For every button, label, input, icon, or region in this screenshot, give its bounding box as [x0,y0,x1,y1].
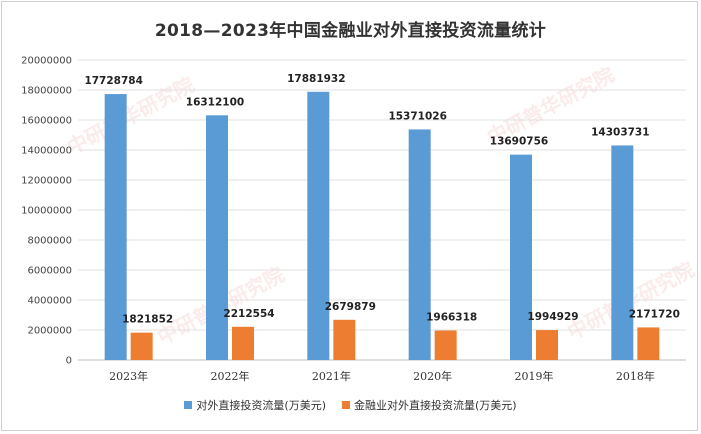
data-label-series-2: 1994929 [527,311,578,323]
x-tick-label: 2021年 [312,369,351,383]
bar-series-2 [232,326,254,360]
data-label-series-1: 13690756 [490,136,548,148]
data-label-series-2: 2679879 [325,301,376,313]
y-tick-label: 14000000 [21,146,72,157]
legend-label-series-1: 对外直接投资流量(万美元) [196,399,326,412]
data-label-series-1: 16312100 [186,96,244,108]
bar-series-1 [307,91,330,360]
bar-series-1 [206,115,228,360]
bar-series-1 [510,154,532,360]
data-label-series-2: 1821852 [122,314,173,326]
bar-series-1 [408,129,431,360]
chart-title: 2018—2023年中国金融业对外直接投资流量统计 [154,21,547,41]
data-label-series-2: 1966318 [426,312,477,324]
y-tick-label: 4000000 [27,296,72,307]
y-tick-label: 0 [66,356,72,367]
data-label-series-1: 15371026 [388,110,446,122]
x-tick-label: 2023年 [109,369,148,383]
legend-swatch-series-2 [342,401,350,409]
bar-series-2 [536,330,558,360]
y-tick-label: 20000000 [21,56,72,67]
legend-item-series-1: 对外直接投资流量(万美元) [184,397,326,413]
y-tick-label: 16000000 [21,116,72,127]
legend-item-series-2: 金融业对外直接投资流量(万美元) [342,397,517,413]
x-tick-label: 2019年 [515,369,554,383]
bar-series-2 [130,332,153,360]
bar-series-2 [637,327,660,360]
x-tick-label: 2018年 [616,369,655,383]
y-tick-label: 2000000 [27,326,72,337]
bar-series-2 [333,319,356,360]
data-label-series-1: 17881932 [287,73,345,85]
data-label-series-2: 2212554 [223,308,274,320]
x-tick-label: 2020年 [413,369,452,383]
y-tick-label: 8000000 [27,236,72,247]
x-tick-label: 2022年 [211,369,250,383]
y-tick-label: 6000000 [27,266,72,277]
data-label-series-2: 2171720 [629,308,680,320]
legend-swatch-series-1 [184,401,193,409]
legend-label-series-2: 金融业对外直接投资流量(万美元) [354,399,517,412]
y-tick-label: 10000000 [21,206,72,217]
y-tick-label: 12000000 [21,176,72,187]
bar-series-1 [104,94,127,360]
chart-legend: 对外直接投资流量(万美元) 金融业对外直接投资流量(万美元) [0,397,701,413]
bar-series-2 [434,330,457,360]
data-label-series-1: 17728784 [84,75,142,87]
bar-series-1 [611,145,634,360]
y-tick-label: 18000000 [21,86,72,97]
data-label-series-1: 14303731 [591,126,649,138]
